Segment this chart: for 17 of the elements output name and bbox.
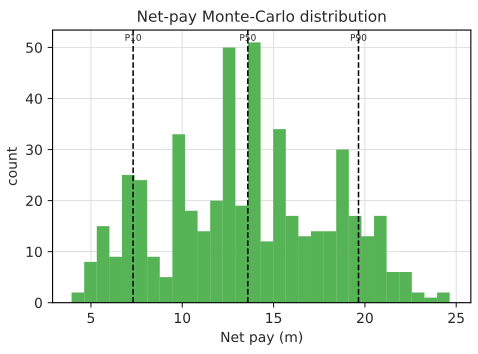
- y-tick-label: 50: [26, 42, 42, 53]
- x-tick-label: 20: [357, 312, 373, 324]
- y-tick-label: 20: [26, 196, 42, 206]
- x-tick-label: 25: [448, 312, 464, 324]
- y-tick-label: 30: [26, 144, 42, 156]
- y-axis-title: count: [6, 147, 17, 186]
- ref-line-label: P90: [350, 34, 366, 41]
- y-tick-label: 40: [26, 93, 42, 104]
- ref-line-label: P10: [126, 34, 141, 41]
- chart-title: Net-pay Monte-Carlo distribution: [138, 10, 386, 25]
- y-tick-label: 10: [26, 246, 42, 258]
- ref-line-label: P50: [240, 34, 256, 41]
- x-tick-label: 15: [266, 312, 282, 324]
- x-tick-label: 5: [88, 312, 94, 324]
- y-tick-label: 0: [34, 298, 42, 308]
- x-axis-title: Net pay (m): [222, 331, 302, 345]
- x-tick-label: 10: [174, 312, 190, 324]
